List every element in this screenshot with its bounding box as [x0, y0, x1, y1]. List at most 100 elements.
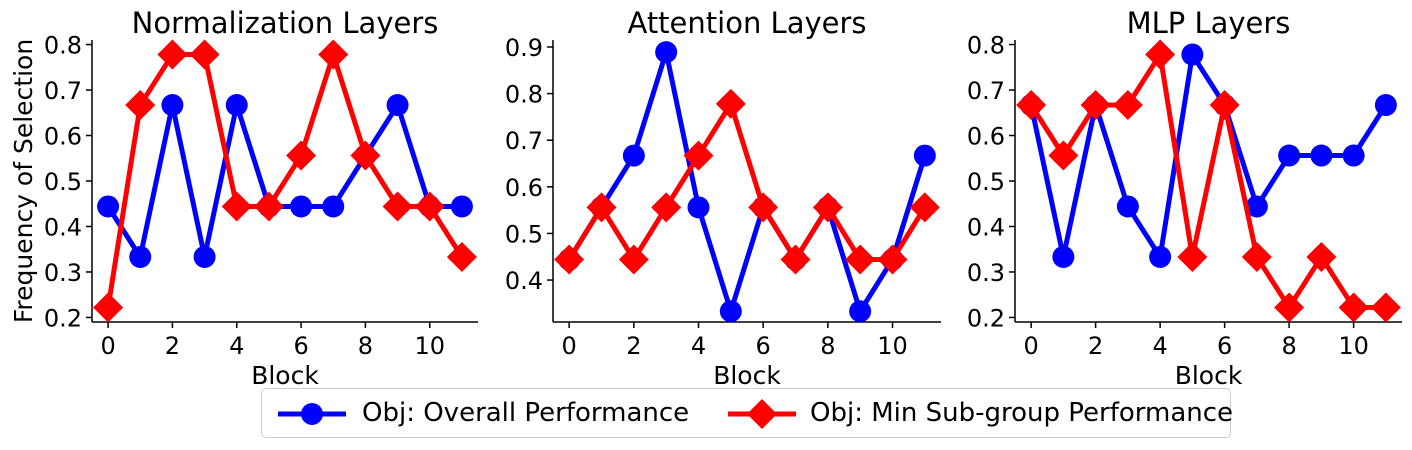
data-point: [97, 195, 120, 218]
y-tick-label: 0.8: [44, 32, 82, 60]
series-min-subgroup: [93, 39, 477, 323]
y-tick-label: 0.5: [505, 220, 543, 248]
data-point: [1112, 90, 1143, 121]
x-tick-label: 4: [229, 332, 244, 360]
x-axis-label: Block: [1175, 361, 1243, 390]
x-tick-label: 10: [1338, 332, 1369, 360]
data-point: [1145, 39, 1176, 70]
y-tick-label: 0.4: [967, 213, 1005, 241]
data-point: [382, 191, 413, 222]
data-point: [719, 300, 742, 323]
data-point: [286, 140, 317, 171]
data-point: [253, 191, 284, 222]
series-line: [567, 49, 928, 314]
data-point: [877, 244, 908, 275]
series-line: [105, 52, 465, 308]
series-min-subgroup: [1016, 39, 1401, 323]
y-tick-label: 0.2: [44, 304, 82, 332]
data-point: [655, 41, 678, 64]
data-point: [586, 192, 617, 223]
data-point: [322, 195, 345, 218]
x-tick-label: 10: [877, 332, 908, 360]
y-tick-label: 0.9: [505, 34, 543, 62]
data-point: [1310, 144, 1333, 167]
data-point: [1241, 241, 1272, 272]
x-axis-label: Block: [251, 361, 319, 390]
data-point: [1370, 292, 1401, 323]
x-tick-label: 0: [100, 332, 115, 360]
legend-marker-diamond-icon: [728, 399, 796, 429]
data-point: [1052, 245, 1075, 268]
chart-panel-2: Attention Layers 0.4 0.5 0.6 0.7 0.8 0.9 0 2 4 6 8 1…: [505, 6, 941, 390]
series-line: [1028, 52, 1388, 260]
data-point: [1116, 195, 1139, 218]
data-point: [849, 300, 872, 323]
data-point: [909, 192, 940, 223]
data-point: [1209, 90, 1240, 121]
x-tick-label: 0: [1023, 332, 1038, 360]
data-point: [651, 192, 682, 223]
data-point: [913, 144, 936, 167]
x-tick-label: 8: [358, 332, 373, 360]
legend-marker-circle-icon: [278, 403, 346, 425]
data-point: [715, 88, 746, 119]
x-tick-label: 4: [1152, 332, 1167, 360]
x-tick-label: 8: [820, 332, 835, 360]
data-point: [1342, 144, 1365, 167]
x-tick-label: 6: [756, 332, 771, 360]
data-point: [446, 241, 477, 272]
x-tick-label: 0: [562, 332, 577, 360]
data-point: [1278, 144, 1301, 167]
y-tick-label: 0.4: [44, 213, 82, 241]
data-point: [450, 195, 473, 218]
series-line: [105, 102, 462, 260]
data-point: [225, 94, 248, 117]
y-tick-label: 0.3: [44, 259, 82, 287]
x-tick-label: 6: [293, 332, 308, 360]
y-axis-label: Frequency of Selection: [9, 39, 38, 323]
data-point: [189, 39, 220, 70]
x-tick-label: 2: [165, 332, 180, 360]
data-point: [1080, 90, 1111, 121]
data-point: [414, 191, 445, 222]
y-tick-label: 0.5: [967, 168, 1005, 196]
data-point: [748, 192, 779, 223]
x-tick-label: 8: [1281, 332, 1296, 360]
data-point: [845, 244, 876, 275]
series-overall: [558, 41, 936, 323]
data-point: [93, 292, 124, 323]
chart-title: Attention Layers: [627, 6, 866, 40]
y-tick-label: 0.8: [967, 32, 1005, 60]
data-point: [780, 244, 811, 275]
data-point: [386, 94, 409, 117]
y-tick-label: 0.3: [967, 259, 1005, 287]
y-tick-label: 0.5: [44, 168, 82, 196]
y-tick-label: 0.8: [505, 81, 543, 109]
y-tick-label: 0.6: [44, 123, 82, 151]
data-point: [687, 196, 710, 219]
data-point: [221, 191, 252, 222]
legend-label-min-subgroup: Obj: Min Sub-group Performance: [810, 398, 1234, 428]
chart-title: Normalization Layers: [132, 6, 439, 40]
data-point: [1149, 245, 1172, 268]
data-point: [1048, 140, 1079, 171]
data-point: [554, 244, 585, 275]
x-tick-label: 4: [691, 332, 706, 360]
data-point: [1274, 292, 1305, 323]
series-line: [567, 101, 927, 263]
data-point: [618, 244, 649, 275]
data-point: [1245, 195, 1268, 218]
data-point: [129, 245, 152, 268]
data-point: [1016, 90, 1047, 121]
data-point: [1177, 241, 1208, 272]
data-point: [1374, 94, 1397, 117]
chart-panel-3: MLP Layers 0.2 0.3 0.4 0.5 0.6 0.7 0.8 0 2 4 6 8 10 Bl…: [967, 6, 1402, 390]
legend: Obj: Overall Performance Obj: Min Sub-gr…: [261, 388, 1234, 438]
y-tick-label: 0.7: [505, 127, 543, 155]
data-point: [125, 90, 156, 121]
data-point: [350, 140, 381, 171]
x-axis-label: Block: [713, 361, 781, 390]
data-point: [290, 195, 313, 218]
data-point: [1306, 241, 1337, 272]
